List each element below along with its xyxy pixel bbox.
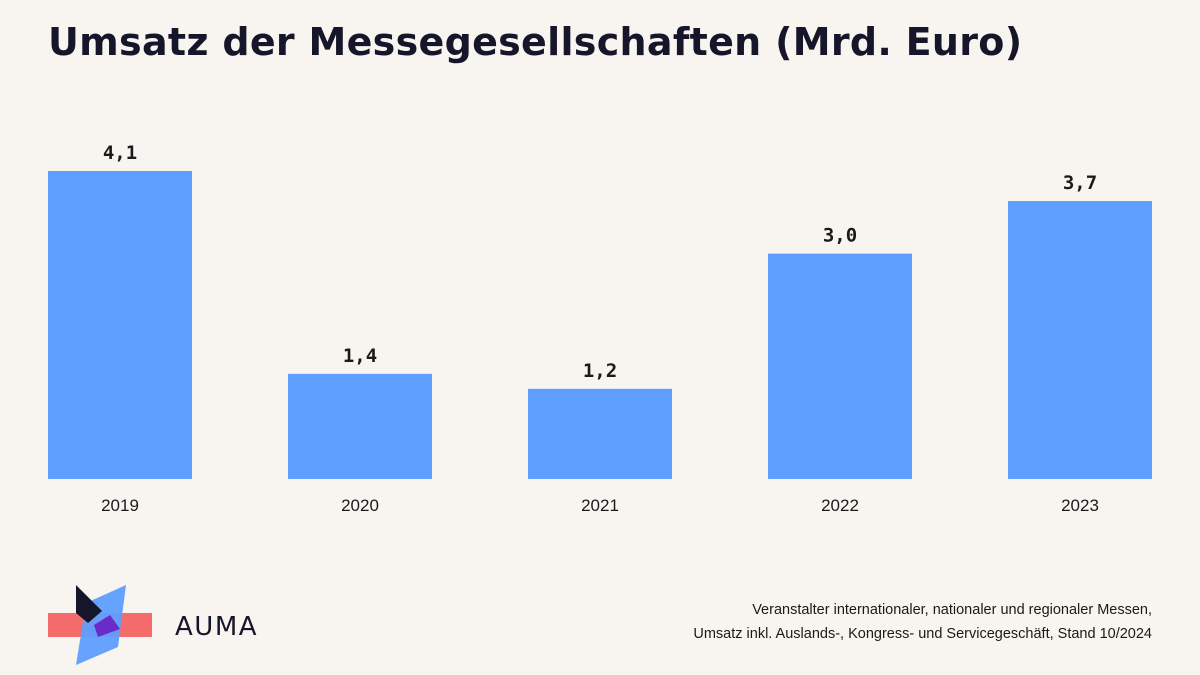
bar-2019 — [48, 171, 192, 479]
category-label: 2023 — [1061, 496, 1099, 515]
footnote: Veranstalter internationaler, nationaler… — [693, 598, 1152, 646]
bar-chart: 4,1 2019 1,4 2020 1,2 2021 3,0 2022 3,7 2023 — [48, 142, 1152, 515]
bar-value-label: 1,4 — [343, 345, 377, 367]
category-label: 2019 — [101, 496, 139, 515]
category-label: 2020 — [341, 496, 379, 515]
bar-value-label: 3,0 — [823, 225, 857, 247]
bar-value-label: 1,2 — [583, 360, 617, 382]
auma-logo-icon — [48, 585, 152, 665]
footnote-line-2: Umsatz inkl. Auslands-, Kongress- und Se… — [693, 626, 1152, 642]
brand-name: AUMA — [175, 612, 259, 642]
bar-2020 — [288, 373, 432, 479]
chart-title: Umsatz der Messegesellschaften (Mrd. Eur… — [48, 20, 1023, 64]
category-label: 2022 — [821, 496, 859, 515]
bar-value-label: 4,1 — [103, 142, 137, 164]
bar-value-label: 3,7 — [1063, 172, 1097, 194]
category-label: 2021 — [581, 496, 619, 515]
bar-2022 — [768, 253, 912, 479]
bar-2021 — [528, 388, 672, 479]
bar-2023 — [1008, 201, 1152, 480]
footnote-line-1: Veranstalter internationaler, nationaler… — [752, 602, 1152, 618]
